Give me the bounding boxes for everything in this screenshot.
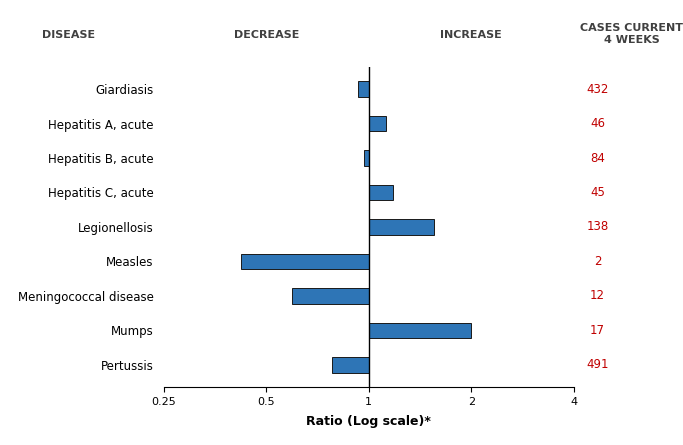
Bar bbox=[358, 81, 369, 97]
Text: 2: 2 bbox=[594, 255, 601, 268]
Bar bbox=[369, 185, 393, 200]
Bar bbox=[369, 323, 471, 338]
Text: 84: 84 bbox=[590, 152, 605, 165]
Text: 17: 17 bbox=[590, 324, 605, 337]
Text: 138: 138 bbox=[587, 220, 609, 234]
Bar bbox=[292, 288, 369, 303]
Bar bbox=[240, 254, 369, 269]
Bar bbox=[363, 150, 369, 166]
Text: 491: 491 bbox=[587, 358, 609, 371]
Bar bbox=[369, 116, 386, 131]
Bar bbox=[332, 357, 369, 372]
Text: DISEASE: DISEASE bbox=[42, 30, 95, 40]
Text: 45: 45 bbox=[590, 186, 605, 199]
Text: 12: 12 bbox=[590, 289, 605, 302]
Text: 432: 432 bbox=[587, 83, 609, 96]
Text: DECREASE: DECREASE bbox=[234, 30, 299, 40]
X-axis label: Ratio (Log scale)*: Ratio (Log scale)* bbox=[307, 415, 431, 428]
Text: INCREASE: INCREASE bbox=[441, 30, 502, 40]
Bar bbox=[369, 219, 434, 235]
Text: 46: 46 bbox=[590, 117, 605, 130]
Text: 4 WEEKS: 4 WEEKS bbox=[604, 35, 660, 44]
Text: CASES CURRENT: CASES CURRENT bbox=[581, 24, 683, 33]
